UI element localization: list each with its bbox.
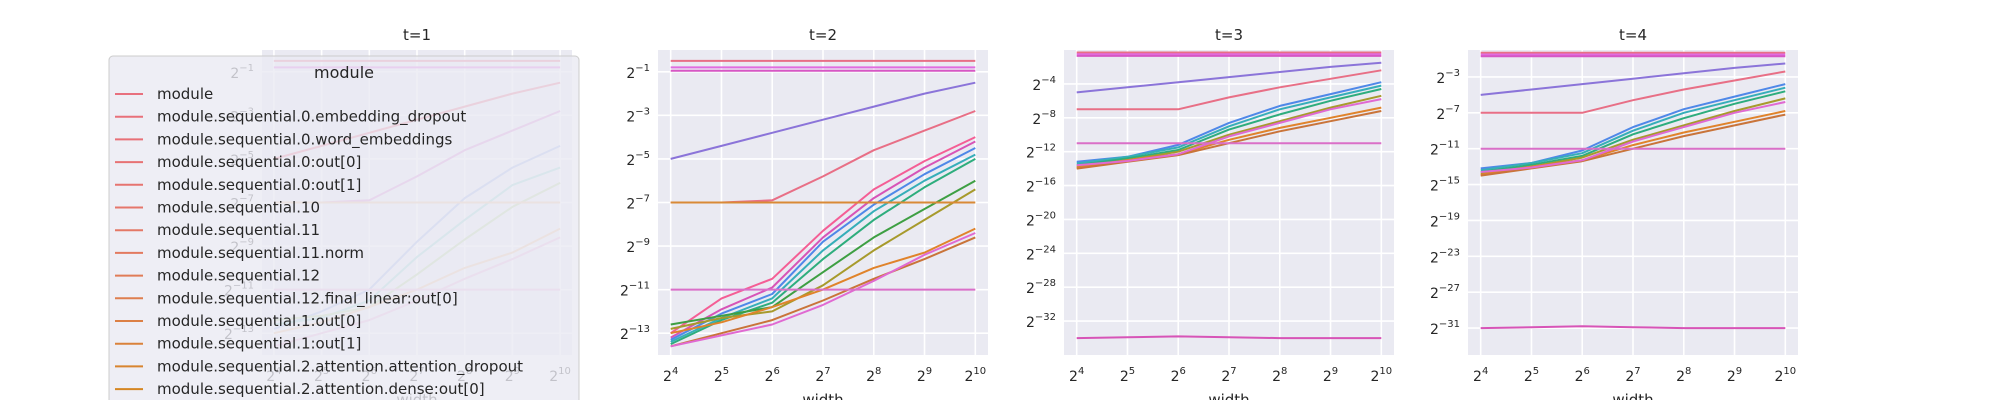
panel-title: t=3 — [1215, 26, 1243, 44]
legend-entry-label: module.sequential.0:out[0] — [157, 153, 361, 171]
series-line — [1480, 86, 1786, 172]
series-line — [670, 147, 976, 341]
y-tick-label: 2−23 — [1430, 247, 1460, 266]
series-line — [1076, 69, 1382, 111]
series-line — [670, 81, 976, 160]
y-tick-label: 2−7 — [626, 194, 650, 213]
y-tick-label: 2−4 — [1032, 75, 1056, 94]
y-tick-label: 2−20 — [1026, 210, 1056, 229]
series-line — [670, 140, 976, 339]
x-tick-label: 25 — [714, 366, 729, 385]
panel-title: t=1 — [403, 26, 431, 44]
x-tick-label: 24 — [663, 366, 678, 385]
x-tick-label: 24 — [1473, 366, 1488, 385]
legend-title: module — [314, 63, 374, 82]
y-tick-label: 2−19 — [1430, 211, 1460, 230]
y-tick-label: 2−7 — [1436, 104, 1460, 123]
legend-entry-label: module.sequential.0:out[1] — [157, 176, 361, 194]
x-tick-label: 25 — [1524, 366, 1539, 385]
legend-entry-label: module.sequential.11 — [157, 221, 320, 239]
x-tick-label: 210 — [964, 366, 986, 385]
x-tick-label: 26 — [1575, 366, 1590, 385]
legend-entry-label: module.sequential.0.word_embeddings — [157, 130, 452, 149]
y-tick-label: 2−3 — [1436, 68, 1460, 87]
legend-entry-label: module.sequential.2.attention.dense:out[… — [157, 380, 485, 398]
x-tick-label: 24 — [1069, 366, 1084, 385]
y-tick-label: 2−28 — [1026, 278, 1056, 297]
series-line — [1480, 62, 1786, 96]
series-line — [1076, 335, 1382, 340]
x-tick-label: 28 — [866, 366, 881, 385]
x-tick-label: 29 — [1323, 366, 1338, 385]
series-line — [670, 136, 976, 335]
panel-3: 24 25 26 27 28 29 210 2−32 2−28 2−24 2−20 2−16 2−12 2… — [1026, 26, 1394, 400]
legend-entry-label: module.sequential.0.embedding_dropout — [157, 108, 466, 127]
x-tick-label: 28 — [1272, 366, 1287, 385]
y-tick-label: 2−27 — [1430, 283, 1460, 302]
y-tick-label: 2−3 — [626, 106, 650, 125]
series-line — [1480, 325, 1786, 330]
x-tick-label: 26 — [1171, 366, 1186, 385]
series-line — [670, 236, 976, 348]
legend-entry-label: module.sequential.10 — [157, 199, 320, 217]
panel-title: t=4 — [1619, 26, 1647, 44]
series-line — [1480, 70, 1786, 114]
x-tick-label: 210 — [1370, 366, 1392, 385]
y-tick-label: 2−12 — [1026, 143, 1056, 162]
series-line — [670, 188, 976, 330]
x-tick-label: 29 — [1727, 366, 1742, 385]
series-line — [670, 179, 976, 326]
series-line — [1076, 88, 1382, 167]
legend-entry-label: module.sequential.12.final_linear:out[0] — [157, 289, 458, 308]
legend-box — [108, 55, 580, 400]
series-line — [670, 158, 976, 346]
y-tick-label: 2−24 — [1026, 244, 1056, 263]
legend-entry-label: module.sequential.2.attention.attention_… — [157, 357, 523, 376]
x-tick-label: 27 — [1221, 366, 1236, 385]
y-tick-label: 2−15 — [1430, 176, 1460, 195]
legend-entry-label: module.sequential.1:out[1] — [157, 335, 361, 353]
series-line — [1076, 84, 1382, 165]
y-tick-label: 2−8 — [1032, 109, 1056, 128]
legend-entry-label: module.sequential.11.norm — [157, 244, 364, 262]
panel-title: t=2 — [809, 26, 837, 44]
y-tick-label: 2−13 — [620, 324, 650, 343]
x-axis-label: width — [802, 391, 843, 400]
y-tick-label: 2−5 — [626, 150, 650, 169]
x-axis-label: width — [1208, 391, 1249, 400]
y-tick-label: 2−1 — [626, 63, 650, 82]
y-tick-label: 2−11 — [1430, 140, 1460, 159]
legend-entry-label: module — [157, 85, 213, 103]
series-line — [1076, 61, 1382, 94]
y-tick-label: 2−31 — [1430, 319, 1460, 338]
legend-entry-label: module.sequential.12 — [157, 267, 320, 285]
y-tick-label: 2−11 — [620, 281, 650, 300]
y-tick-label: 2−32 — [1026, 312, 1056, 331]
x-axis-label: width — [1612, 391, 1653, 400]
x-tick-label: 29 — [917, 366, 932, 385]
y-tick-label: 2−9 — [626, 237, 650, 256]
legend-entry-label: module.sequential.1:out[0] — [157, 312, 361, 330]
x-tick-label: 27 — [815, 366, 830, 385]
x-tick-label: 210 — [1774, 366, 1796, 385]
series-line — [670, 232, 976, 348]
x-tick-label: 27 — [1625, 366, 1640, 385]
y-tick-label: 2−16 — [1026, 177, 1056, 196]
series-line — [1480, 90, 1786, 173]
series-line — [1480, 101, 1786, 173]
panel-4: 24 25 26 27 28 29 210 2−31 2−27 2−23 2−19 2−15 2−11 2… — [1430, 26, 1798, 400]
x-tick-label: 28 — [1676, 366, 1691, 385]
panel-2: 24 25 26 27 28 29 210 2−13 2−11 2−9 2−7 2−5 2−3 2−1 t=… — [620, 26, 988, 400]
x-tick-label: 26 — [765, 366, 780, 385]
x-tick-label: 25 — [1120, 366, 1135, 385]
legend: module module module.sequential.0.embeddin… — [108, 55, 580, 400]
series-line — [1076, 98, 1382, 167]
